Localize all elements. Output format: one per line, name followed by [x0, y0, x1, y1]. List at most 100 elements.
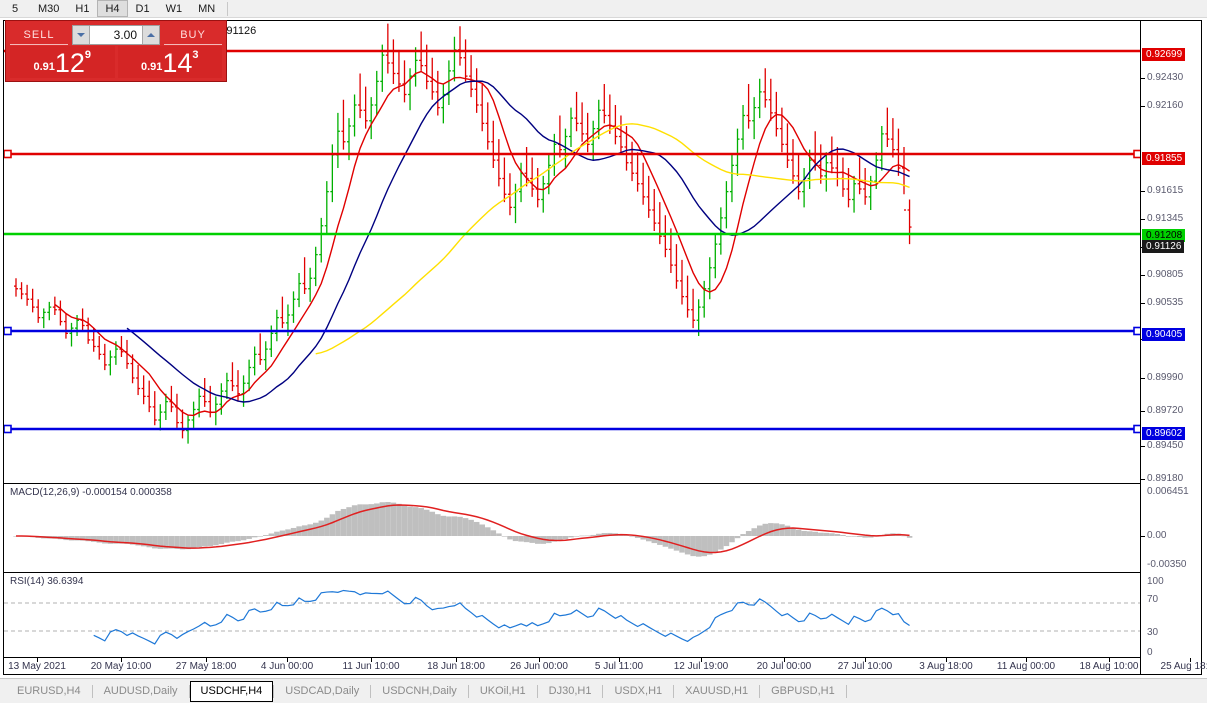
price-axis-tick: [1141, 303, 1145, 304]
time-axis-tick: [946, 658, 947, 662]
price-axis-tick: [1141, 411, 1145, 412]
rsi-line: [93, 589, 910, 645]
tab-separator: [370, 684, 372, 698]
chart-tab-ukoil-h1[interactable]: UKOil,H1: [479, 685, 526, 697]
price-axis[interactable]: 0.924300.921600.916150.913450.910750.908…: [1140, 21, 1201, 674]
chart-tab-usdcnh-daily[interactable]: USDCNH,Daily: [382, 685, 457, 697]
sell-button[interactable]: SELL: [10, 26, 68, 45]
price-axis-label: 0.92160: [1147, 100, 1184, 111]
lot-size-stepper[interactable]: 3.00: [72, 25, 160, 45]
chart-tab-usdx-h1[interactable]: USDX,H1: [614, 685, 663, 697]
price-level-line-resistance-lower[interactable]: [4, 149, 1140, 159]
lot-size-input[interactable]: 3.00: [113, 28, 137, 42]
time-axis-tick: [1026, 658, 1027, 662]
price-axis-label: 0.90805: [1147, 269, 1184, 280]
time-axis-label: 13 May 2021: [8, 661, 66, 672]
macd-histogram: [13, 502, 913, 557]
timeframe-button-5[interactable]: 5: [11, 2, 19, 15]
chart-tab-xauusd-h1[interactable]: XAUUSD,H1: [685, 685, 749, 697]
chart-tab-usdchf-h4[interactable]: USDCHF,H4: [189, 680, 274, 702]
macd-indicator-label: MACD(12,26,9) -0.000154 0.000358: [10, 487, 172, 498]
macd-pane[interactable]: MACD(12,26,9) -0.000154 0.000358: [4, 484, 1140, 572]
timeframe-button-h4[interactable]: H4: [97, 0, 128, 17]
rsi-axis-label: 70: [1147, 594, 1159, 605]
time-axis-label: 18 Aug 10:00: [1079, 661, 1139, 672]
tab-separator: [467, 684, 469, 698]
chevron-down-icon: [77, 33, 85, 37]
rsi-pane[interactable]: RSI(14) 36.6394: [4, 573, 1140, 659]
time-axis-tick: [456, 658, 457, 662]
chart-tab-dj30-h1[interactable]: DJ30,H1: [548, 685, 592, 697]
time-axis-label: 27 May 18:00: [175, 661, 237, 672]
price-pane[interactable]: USDCHF,H4 0.91205 0.91213 0.91053 0.9112…: [4, 21, 1140, 483]
price-level-badge-red[interactable]: 0.91855: [1142, 152, 1186, 165]
time-axis-label: 12 Jul 19:00: [673, 661, 729, 672]
ma-slow-line: [315, 123, 910, 355]
rsi-indicator-label: RSI(14) 36.6394: [10, 576, 84, 587]
chart-frame: USDCHF,H4 0.91205 0.91213 0.91053 0.9112…: [3, 20, 1207, 675]
price-axis-label: 0.89450: [1147, 440, 1184, 451]
price-level-badge-red[interactable]: 0.92699: [1142, 48, 1186, 61]
sell-price-display[interactable]: 0.91 12 9: [10, 46, 115, 78]
time-axis-label: 11 Jun 10:00: [342, 661, 400, 672]
timeframe-button-d1[interactable]: D1: [135, 2, 150, 15]
price-axis-tick: [1141, 275, 1145, 276]
chart-tab-bar: EURUSD,H4 AUDUSD,Daily USDCHF,H4 USDCAD,Dai…: [0, 678, 1207, 703]
price-axis-label: 0.91345: [1147, 213, 1184, 224]
macd-axis-label: -0.00350: [1147, 559, 1187, 570]
price-level-badge-black[interactable]: 0.91126: [1142, 240, 1185, 253]
buy-price-fraction: 3: [192, 49, 199, 61]
rsi-axis-label: 100: [1147, 576, 1164, 587]
time-axis-tick: [701, 658, 702, 662]
chart-tab-usdcad-daily[interactable]: USDCAD,Daily: [285, 685, 360, 697]
timeframe-button-m30[interactable]: M30: [38, 2, 60, 15]
timeframe-button-h1[interactable]: H1: [75, 2, 90, 15]
buy-price-display[interactable]: 0.91 14 3: [117, 46, 222, 78]
time-axis-label: 27 Jul 10:00: [837, 661, 893, 672]
price-level-badge-blue[interactable]: 0.90405: [1142, 328, 1186, 341]
time-axis-tick: [206, 658, 207, 662]
price-level-line-support-upper[interactable]: [4, 326, 1140, 336]
macd-axis-tick: [1141, 536, 1145, 537]
price-axis-tick: [1141, 378, 1145, 379]
tab-separator: [188, 684, 190, 698]
timeframe-button-mn[interactable]: MN: [198, 2, 216, 15]
pane-separator-1: [4, 483, 1201, 484]
tab-separator: [845, 684, 847, 698]
time-axis-tick: [37, 658, 38, 662]
rsi-axis-label: 30: [1147, 627, 1159, 638]
price-axis-label: 0.90535: [1147, 297, 1184, 308]
sell-price-pips: 12: [54, 48, 85, 78]
price-axis-label: 0.92430: [1147, 72, 1184, 83]
time-axis-tick: [619, 658, 620, 662]
lot-increase-button[interactable]: [142, 26, 159, 44]
ma-mid-line: [126, 80, 910, 403]
price-level-badge-blue[interactable]: 0.89602: [1142, 427, 1186, 440]
chart-tab-gbpusd-h1[interactable]: GBPUSD,H1: [771, 685, 835, 697]
macd-signal-line: [15, 504, 910, 554]
timeframe-button-w1[interactable]: W1: [165, 2, 183, 15]
time-axis-tick: [1190, 658, 1191, 662]
price-axis-tick: [1141, 78, 1145, 79]
tab-separator: [273, 684, 275, 698]
time-axis-label: 26 Jun 00:00: [510, 661, 568, 672]
chart-tab-eurusd-h4[interactable]: EURUSD,H4: [17, 685, 81, 697]
chart-tab-audusd-daily[interactable]: AUDUSD,Daily: [103, 685, 178, 697]
time-axis-label: 11 Aug 00:00: [996, 661, 1056, 672]
price-pane-canvas: [4, 21, 1140, 483]
one-click-trading-panel[interactable]: SELL 3.00 BUY 0.91 12 9 0.91 14 3: [5, 20, 227, 82]
price-level-badge-green[interactable]: 0.91208: [1142, 229, 1186, 242]
lot-decrease-button[interactable]: [73, 26, 90, 44]
macd-axis-label: 0.00: [1147, 530, 1167, 541]
buy-button[interactable]: BUY: [164, 26, 222, 45]
macd-axis-label: 0.006451: [1147, 486, 1189, 497]
price-level-line-support-lower[interactable]: [4, 424, 1140, 434]
sell-price-fraction: 9: [84, 49, 92, 61]
price-axis-label: 0.91615: [1147, 185, 1184, 196]
rsi-pane-canvas: [4, 573, 1140, 659]
time-axis-label: 25 Aug 18:00: [1160, 661, 1207, 672]
price-axis-label: 0.89990: [1147, 372, 1184, 383]
tab-separator: [536, 684, 538, 698]
tab-separator: [602, 684, 604, 698]
